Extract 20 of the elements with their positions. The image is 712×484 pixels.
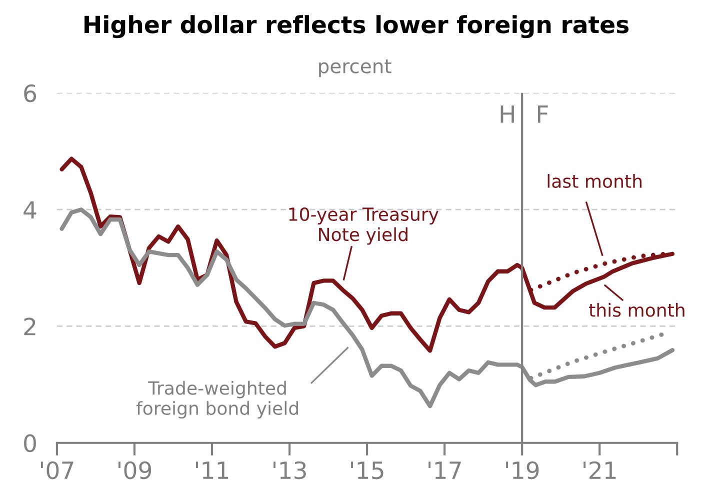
text: Trade-weighted foreign bond yield [136, 380, 298, 419]
x-tick-label: '17 [428, 462, 461, 479]
x-tick-label: '11 [196, 462, 228, 479]
x-tick-label: '15 [351, 462, 384, 480]
x-tick-label: '07 [40, 461, 74, 480]
y-tick-label: 2 [24, 318, 36, 336]
text: 10-year Treasury Note yield [289, 207, 438, 245]
chart-title: Higher dollar reflects lower foreign rates [84, 15, 629, 38]
y-tick-label: 0 [24, 434, 36, 452]
annotation: F [538, 106, 548, 123]
x-tick-label: '21 [584, 461, 616, 479]
y-tick-label: 6 [24, 84, 36, 102]
x-tick-label: '13 [274, 461, 306, 480]
y-tick-label: 4 [24, 201, 36, 219]
x-tick-label: '09 [118, 461, 152, 480]
x-tick-label: '19 [506, 461, 539, 480]
annotation: H [500, 106, 514, 123]
chart-subtitle: percent [319, 59, 392, 78]
text: last month [548, 174, 642, 188]
annotation: this month [589, 302, 684, 317]
